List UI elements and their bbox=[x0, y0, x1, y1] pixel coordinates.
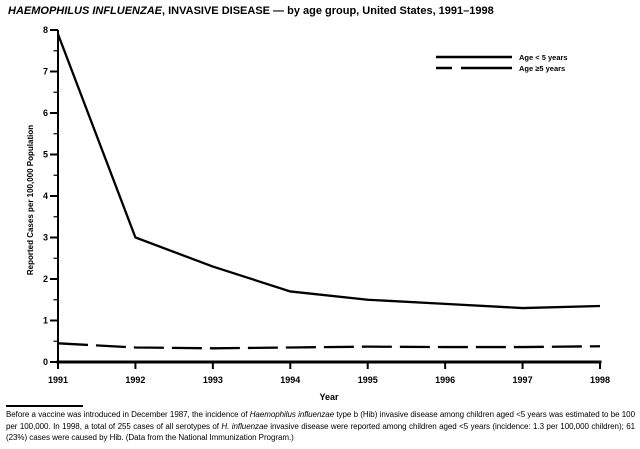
series-line-0 bbox=[56, 33, 601, 310]
text-segment: , INVASIVE DISEASE — by age group, Unite… bbox=[162, 5, 494, 17]
italic-text-segment: Haemophilus influenzae bbox=[249, 410, 335, 419]
x-tick-label: 1992 bbox=[125, 375, 145, 385]
legend-label-0: Age < 5 years bbox=[519, 53, 568, 62]
x-tick-label: 1991 bbox=[48, 375, 68, 385]
y-tick-label: 8 bbox=[43, 25, 48, 35]
text-segment: invasive disease were reported among chi… bbox=[6, 421, 635, 443]
x-tick-label: 1996 bbox=[435, 375, 455, 385]
y-tick-label: 4 bbox=[43, 191, 48, 201]
y-tick-label: 7 bbox=[43, 67, 48, 77]
y-axis-title: Reported Cases per 100,000 Population bbox=[26, 125, 35, 275]
y-tick-label: 1 bbox=[43, 316, 48, 326]
x-tick-label: 1994 bbox=[280, 375, 300, 385]
x-tick-label: 1998 bbox=[590, 375, 610, 385]
text-segment: type b (Hib) invasive disease among chil… bbox=[6, 410, 635, 431]
x-tick-label: 1993 bbox=[203, 375, 223, 385]
x-tick-label: 1995 bbox=[358, 375, 378, 385]
legend-label-1: Age ≥5 years bbox=[519, 64, 565, 73]
y-tick-label: 5 bbox=[43, 150, 48, 160]
x-axis-title: Year bbox=[319, 392, 339, 402]
y-tick-label: 6 bbox=[43, 108, 48, 118]
y-tick-label: 3 bbox=[43, 233, 48, 243]
chart-title: HAEMOPHILUS INFLUENZAE, INVASIVE DISEASE… bbox=[8, 5, 494, 17]
y-tick-label: 2 bbox=[43, 274, 48, 284]
italic-text-segment: HAEMOPHILUS INFLUENZAE bbox=[8, 5, 162, 17]
text-segment: Before a vaccine was introduced in Decem… bbox=[6, 410, 250, 419]
italic-text-segment: H. influenzae bbox=[221, 421, 268, 431]
series-line-1 bbox=[57, 342, 601, 350]
y-tick-label: 0 bbox=[43, 357, 48, 367]
caption-text: Before a vaccine was introduced in Decem… bbox=[6, 409, 635, 444]
line-chart: 0 1 2 3 4 5 6 7 8 1991 1992 1993 1994 1995 1996 1997 199… bbox=[26, 25, 610, 402]
footnote-rule bbox=[6, 405, 83, 407]
x-tick-label: 1997 bbox=[513, 375, 533, 385]
